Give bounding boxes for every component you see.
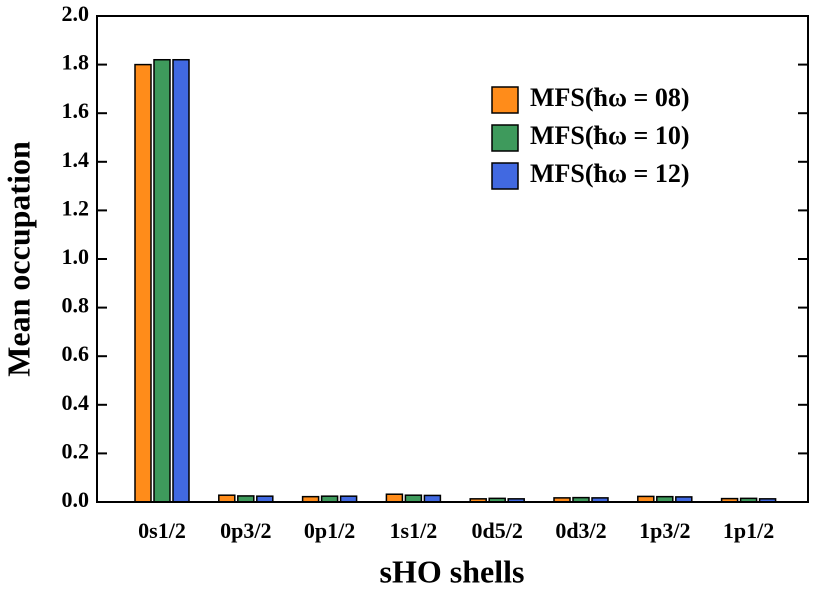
y-tick-label: 1.2: [62, 195, 90, 220]
x-tick-label: 0d3/2: [555, 518, 606, 543]
x-tick-label: 0p1/2: [304, 518, 355, 543]
legend-label: MFS(ħω = 12): [530, 159, 689, 188]
y-tick-label: 0.8: [62, 293, 90, 318]
y-tick-label: 0.4: [62, 390, 90, 415]
bar: [172, 58, 190, 503]
y-tick-label: 0.2: [62, 438, 90, 463]
x-tick-label: 0d5/2: [472, 518, 523, 543]
y-tick-label: 2.0: [62, 1, 90, 26]
x-tick-label: 1p1/2: [723, 518, 774, 543]
y-tick-label: 0.0: [62, 487, 90, 512]
y-tick-label: 1.6: [62, 98, 90, 123]
plot-frame: [96, 15, 809, 503]
y-axis-label: Mean occupation: [0, 141, 36, 377]
legend-swatch: [491, 162, 519, 190]
y-tick-label: 1.0: [62, 244, 90, 269]
bar: [134, 63, 152, 503]
bar: [218, 494, 236, 503]
bar: [385, 493, 404, 503]
x-tick-label: 1p3/2: [639, 518, 690, 543]
legend-swatch: [491, 124, 519, 152]
bar: [153, 58, 171, 503]
legend-label: MFS(ħω = 08): [530, 83, 689, 112]
x-tick-label: 0p3/2: [220, 518, 271, 543]
x-tick-label: 0s1/2: [138, 518, 186, 543]
legend-swatch: [491, 86, 519, 114]
x-axis-label: sHO shells: [380, 553, 525, 589]
y-tick-label: 1.8: [62, 50, 90, 75]
bar: [404, 494, 423, 503]
legend-label: MFS(ħω = 10): [530, 121, 689, 150]
x-tick-label: 1s1/2: [390, 518, 438, 543]
y-tick-label: 0.6: [62, 341, 90, 366]
y-tick-label: 1.4: [62, 147, 90, 172]
